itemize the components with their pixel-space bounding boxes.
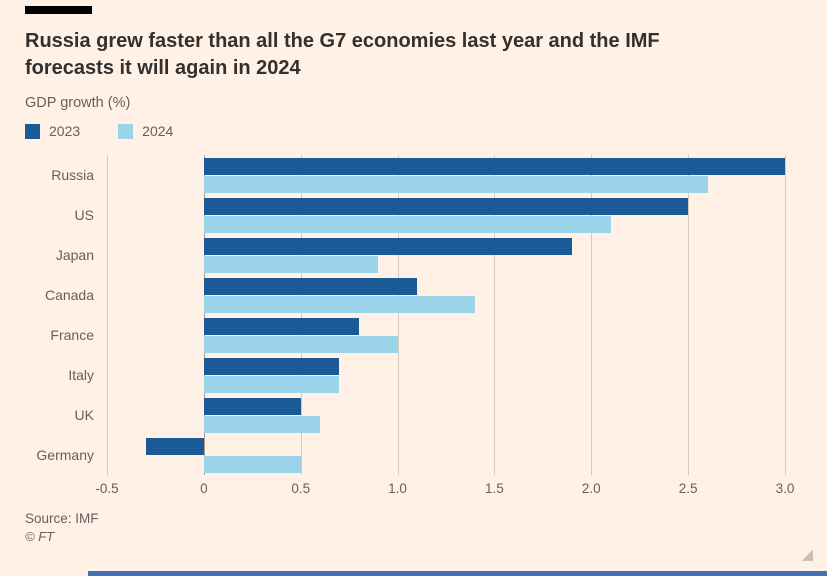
bar-2023-japan [203,238,572,255]
bars-area [107,195,785,235]
gridline [300,155,302,475]
grid-layer [107,155,786,475]
bar-2023-russia [203,158,785,175]
x-tick-label: 1.5 [485,481,504,496]
category-label: UK [74,407,94,423]
bar-group-uk: UK [25,395,785,435]
category-label: Russia [51,167,94,183]
gridline [591,155,593,475]
bar-2024-japan [203,256,379,273]
ft-copyright: © FT [25,529,55,544]
x-tick-label: 2.5 [678,481,698,496]
bar-group-italy: Italy [25,355,785,395]
bar-group-france: France [25,315,785,355]
bar-2023-uk [203,398,301,415]
bar-group-russia: Russia [25,155,785,195]
bar-group-us: US [25,195,785,235]
category-label: Japan [55,247,94,263]
bar-2023-germany [145,438,204,455]
bar-2024-germany [203,456,301,473]
category-label: US [74,207,94,223]
legend-item-2023: 2023 [25,123,80,139]
legend-label: 2023 [49,123,81,139]
category-label: Canada [44,287,94,303]
legend-swatch [25,123,40,139]
category-label: France [50,327,94,343]
source-note: Source: IMF [25,511,99,526]
bar-2023-italy [203,358,340,375]
bars-area [107,275,785,315]
bars-area [107,435,785,475]
resize-handle-icon: ◢ [801,546,813,563]
gridline [494,155,496,475]
legend-label: 2024 [142,123,174,139]
gdp-growth-chart: Russia US Japan Canada France Italy UK Germany … [25,155,794,499]
bars-area [107,355,785,395]
bar-group-canada: Canada [25,275,785,315]
horizontal-scrollbar-thumb[interactable] [88,571,827,576]
bar-2023-canada [203,278,417,295]
x-axis: -0.5 0 0.5 1.0 1.5 2.0 2.5 3.0 [95,475,794,499]
bar-2024-france [203,336,398,353]
x-tick-label: 0.5 [291,481,311,496]
category-label: Italy [68,367,94,383]
gridline [107,155,108,475]
bar-2024-uk [203,416,321,433]
bar-2024-canada [203,296,476,313]
chart-subtitle: GDP growth (%) [25,95,131,111]
bar-group-japan: Japan [25,235,785,275]
gridline [397,155,399,475]
bar-2024-us [203,216,611,233]
x-tick-label: -0.5 [95,481,119,496]
x-tick-label: 0 [200,481,208,496]
bars-area [107,315,785,355]
legend-item-2024: 2024 [118,123,173,139]
x-tick-label: 3.0 [775,481,795,496]
bar-rows: Russia US Japan Canada France Italy UK Germany [25,155,785,475]
gridline [785,155,786,475]
bar-2024-russia [203,176,708,193]
bar-2023-france [203,318,359,335]
category-label: Germany [36,447,94,463]
ft-top-rule [25,6,92,14]
gridline [688,155,690,475]
bar-2024-italy [203,376,340,393]
bars-area [107,235,785,275]
legend: 2023 2024 [25,123,785,139]
legend-swatch [118,123,134,139]
x-tick-label: 2.0 [581,481,601,496]
bars-area [107,395,785,435]
zero-gridline [203,155,205,475]
bar-group-germany: Germany [25,435,785,475]
x-tick-label: 1.0 [388,481,407,496]
bar-2023-us [203,198,689,215]
chart-title: Russia grew faster than all the G7 econo… [25,30,660,79]
bars-area [107,155,785,195]
